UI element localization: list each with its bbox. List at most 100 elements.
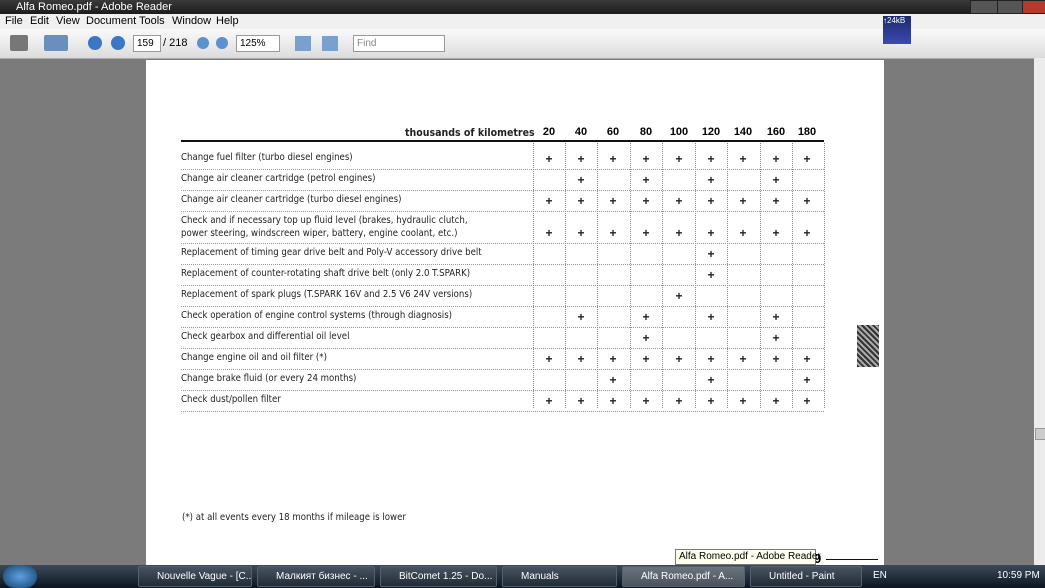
interval-mark: + [675,194,683,208]
interval-mark: + [772,331,780,345]
interval-mark: + [642,352,650,366]
interval-mark: + [675,289,683,303]
column-divider [760,143,761,408]
interval-mark: + [803,226,811,240]
column-divider [824,143,825,408]
window-title: Alfa Romeo.pdf - Adobe Reader [16,1,172,13]
interval-mark: + [707,352,715,366]
interval-mark: + [739,394,747,408]
scroll-thumb[interactable] [1035,428,1045,440]
interval-mark: + [577,194,585,208]
interval-mark: + [772,173,780,187]
row-divider [181,243,824,244]
next-page-button[interactable] [111,36,125,50]
share-button[interactable] [44,35,68,51]
maximize-button[interactable] [997,0,1023,14]
page-count: / 218 [163,37,188,49]
column-header: 60 [606,126,620,138]
taskbar-item[interactable]: Малкият бизнес - ... [257,566,375,587]
interval-mark: + [642,152,650,166]
page-number-rule [826,559,878,560]
find-input[interactable]: Find [353,35,445,52]
taskbar-item[interactable]: BitComet 1.25 - Do... [380,566,497,587]
interval-mark: + [642,394,650,408]
taskbar-item[interactable]: Untitled - Paint [750,566,862,587]
page-input[interactable]: 159 [133,35,161,52]
interval-mark: + [803,152,811,166]
menu-item[interactable]: Document [86,15,137,27]
taskbar-item[interactable]: Nouvelle Vague - [C... [138,566,252,587]
interval-mark: + [772,226,780,240]
close-button[interactable] [1022,0,1045,14]
interval-mark: + [642,310,650,324]
interval-mark: + [545,226,553,240]
interval-mark: + [772,310,780,324]
pdf-page: thousands of kilometres 20 40 60 80 100 120 140… [146,60,884,566]
clock[interactable]: 10:59 PM [997,570,1040,581]
minimize-button[interactable] [970,0,998,14]
row-divider [181,264,824,265]
print-button[interactable] [10,35,28,51]
menu-item[interactable]: Window [172,15,212,27]
interval-mark: + [609,394,617,408]
scrollbar[interactable] [1034,58,1045,565]
column-header: 40 [574,126,588,138]
menu-item[interactable]: View [56,15,80,27]
taskbar-item[interactable]: Alfa Romeo.pdf - A... [622,566,745,587]
interval-mark: + [609,373,617,387]
column-divider [565,143,566,408]
interval-mark: + [772,394,780,408]
interval-mark: + [545,194,553,208]
row-divider [181,211,824,212]
row-divider [181,285,824,286]
zoom-in-button[interactable] [216,37,228,49]
interval-mark: + [707,173,715,187]
zoom-out-button[interactable] [197,37,209,49]
start-button[interactable] [3,565,37,588]
interval-mark: + [803,352,811,366]
interval-mark: + [707,268,715,282]
menu-item[interactable]: Help [216,15,239,27]
row-label: Check gearbox and differential oil level [181,331,350,342]
fit-width-button[interactable] [322,36,338,51]
footnote: (*) at all events every 18 months if mil… [182,512,406,523]
prev-page-button[interactable] [88,36,102,50]
net-meter-text: ↑24kB [883,16,906,25]
interval-mark: + [803,194,811,208]
interval-mark: + [642,194,650,208]
interval-mark: + [803,373,811,387]
title-bar: Alfa Romeo.pdf - Adobe Reader [0,0,1045,14]
row-label: Change brake fluid (or every 24 months) [181,373,357,384]
page-tab [857,325,879,367]
menu-item[interactable]: Tools [139,15,165,27]
zoom-input[interactable]: 125% [236,35,280,52]
menu-item[interactable]: Edit [30,15,49,27]
column-divider [630,143,631,408]
row-divider [181,190,824,191]
interval-mark: + [609,226,617,240]
interval-mark: + [739,226,747,240]
interval-mark: + [609,194,617,208]
column-divider [597,143,598,408]
language[interactable]: EN [873,570,887,581]
interval-mark: + [577,152,585,166]
interval-mark: + [707,152,715,166]
tooltip: Alfa Romeo.pdf - Adobe Reader [675,549,821,565]
toolbar: 159 / 218 125% Find ↑24kB [0,16,1045,59]
menu-item[interactable]: File [5,15,23,27]
row-divider [181,306,824,307]
interval-mark: + [577,394,585,408]
interval-mark: + [675,394,683,408]
fit-page-button[interactable] [295,36,311,51]
row-label: Check and if necessary top up fluid leve… [181,215,468,226]
column-divider [695,143,696,408]
interval-mark: + [675,352,683,366]
row-divider [181,390,824,391]
row-divider [181,169,824,170]
column-header: 140 [733,126,753,138]
interval-mark: + [545,352,553,366]
menu-bar: File Edit View Document Tools Window Help [0,14,1045,29]
taskbar-item[interactable]: Manuals [502,566,617,587]
interval-mark: + [577,226,585,240]
